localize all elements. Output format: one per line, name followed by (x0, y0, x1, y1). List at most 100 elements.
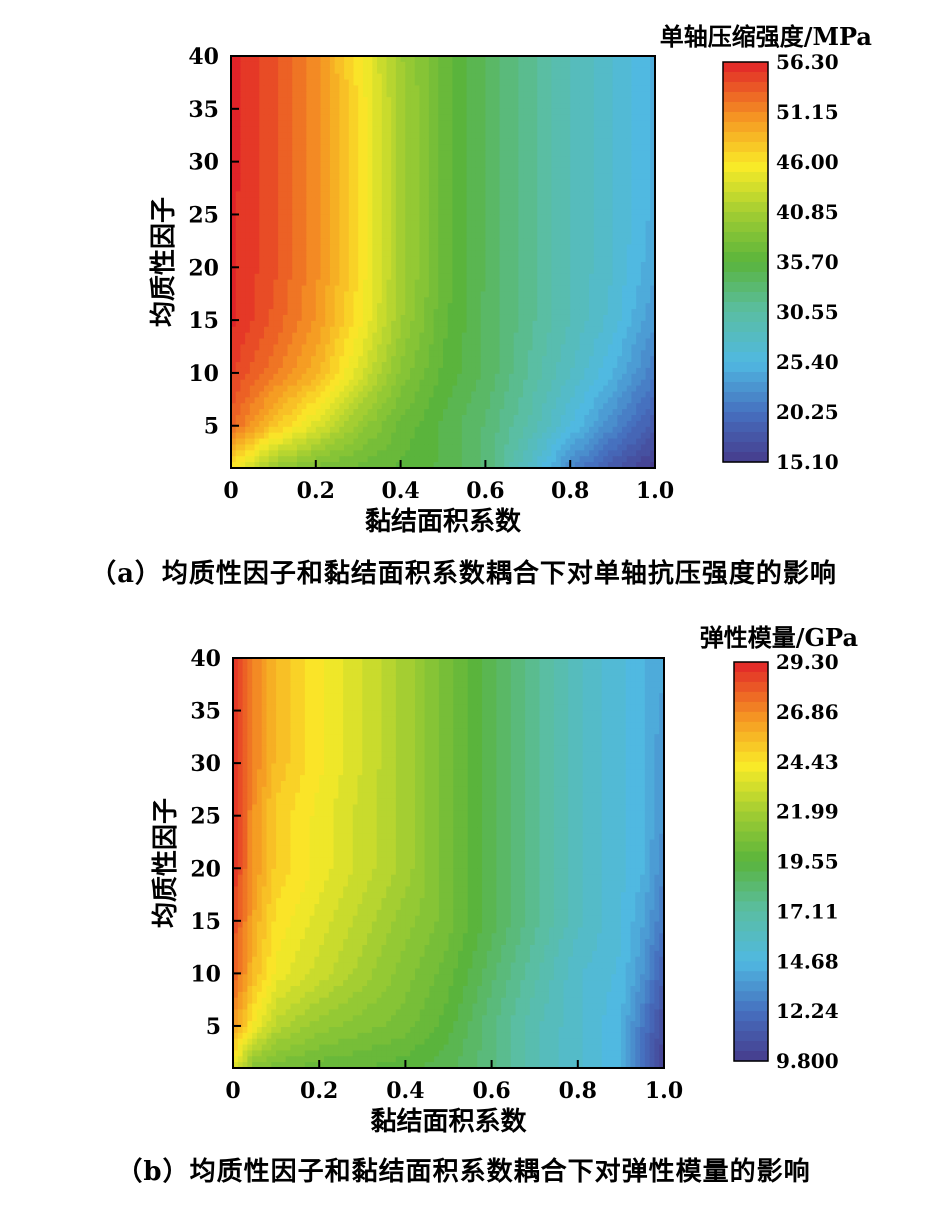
contour-cell (626, 267, 633, 275)
contour-cell (504, 250, 510, 257)
contour-cell (485, 244, 491, 251)
contour-cell (598, 356, 604, 363)
contour-cell (231, 262, 237, 269)
contour-cell (631, 250, 637, 257)
contour-cell (598, 320, 604, 328)
contour-cell (339, 379, 345, 387)
contour-cell (282, 203, 289, 210)
contour-cell (306, 362, 312, 369)
contour-cell (518, 185, 524, 192)
contour-cell (485, 126, 491, 134)
contour-cell (414, 232, 421, 240)
contour-cell (273, 209, 279, 216)
contour-cell (381, 279, 388, 287)
contour-cell (405, 291, 411, 298)
contour-cell (367, 108, 373, 116)
contour-cell (395, 344, 402, 351)
contour-cell (334, 232, 340, 240)
contour-cell (348, 150, 355, 157)
contour-cell (438, 197, 444, 204)
contour-cell (424, 344, 430, 351)
contour-cell (570, 350, 576, 357)
contour-cell (259, 326, 265, 334)
contour-cell (504, 161, 510, 169)
contour-cell (546, 103, 552, 110)
contour-cell (551, 273, 557, 281)
contour-cell (367, 214, 373, 222)
contour-cell (381, 338, 388, 345)
contour-cell (311, 91, 317, 98)
contour-cell (249, 350, 256, 357)
contour-cell (405, 167, 411, 175)
contour-cell (650, 356, 656, 363)
contour-cell (636, 120, 642, 128)
contour-cell (348, 132, 355, 139)
contour-cell (523, 373, 529, 381)
contour-cell (640, 73, 647, 81)
contour-cell (339, 309, 345, 316)
contour-cell (461, 179, 468, 187)
contour-cell (240, 126, 246, 134)
contour-cell (645, 79, 651, 87)
contour-cell (400, 344, 406, 351)
contour-cell (603, 338, 609, 345)
contour-cell (240, 326, 246, 334)
contour-cell (320, 256, 326, 263)
contour-cell (556, 238, 562, 245)
contour-cell (447, 332, 454, 340)
contour-cell (565, 126, 571, 134)
contour-cell (485, 179, 491, 187)
contour-cell (480, 185, 486, 192)
contour-cell (579, 173, 585, 181)
contour-cell (263, 156, 270, 163)
contour-cell (490, 85, 496, 92)
contour-cell (612, 303, 618, 310)
contour-cell (461, 138, 468, 145)
contour-cell (631, 97, 637, 104)
contour-cell (334, 250, 340, 257)
contour-cell (240, 279, 246, 287)
contour-cell (636, 203, 642, 210)
contour-cell (381, 226, 388, 234)
contour-cell (278, 161, 284, 169)
contour-cell (433, 291, 439, 298)
contour-cell (584, 232, 590, 240)
contour-cell (428, 203, 435, 210)
contour-cell (282, 185, 289, 192)
contour-cell (457, 350, 463, 357)
contour-cell (287, 108, 293, 116)
contour-cell (640, 67, 647, 75)
contour-cell (466, 138, 472, 145)
contour-cell (414, 238, 421, 245)
contour-cell (259, 73, 265, 81)
contour-cell (419, 91, 425, 98)
contour-cell (424, 367, 430, 375)
contour-cell (414, 350, 421, 357)
contour-cell (372, 297, 378, 304)
contour-cell (603, 61, 609, 69)
contour-cell (447, 97, 454, 104)
contour-cell (273, 185, 279, 192)
contour-cell (410, 279, 416, 287)
contour-cell (395, 85, 402, 92)
contour-cell (282, 91, 289, 98)
contour-cell (631, 79, 637, 87)
contour-cell (405, 179, 411, 187)
contour-cell (603, 214, 609, 222)
contour-cell (499, 338, 505, 345)
contour-cell (339, 285, 345, 293)
contour-cell (315, 203, 322, 210)
contour-cell (292, 209, 298, 216)
contour-cell (424, 262, 430, 269)
contour-cell (405, 338, 411, 345)
contour-cell (329, 67, 336, 75)
contour-cell (424, 279, 430, 287)
contour-cell (377, 150, 383, 157)
contour-cell (504, 209, 510, 216)
contour-cell (631, 309, 637, 316)
contour-cell (395, 314, 402, 322)
contour-cell (282, 273, 289, 281)
contour-cell (461, 279, 468, 287)
contour-cell (612, 114, 618, 122)
contour-cell (311, 197, 317, 204)
